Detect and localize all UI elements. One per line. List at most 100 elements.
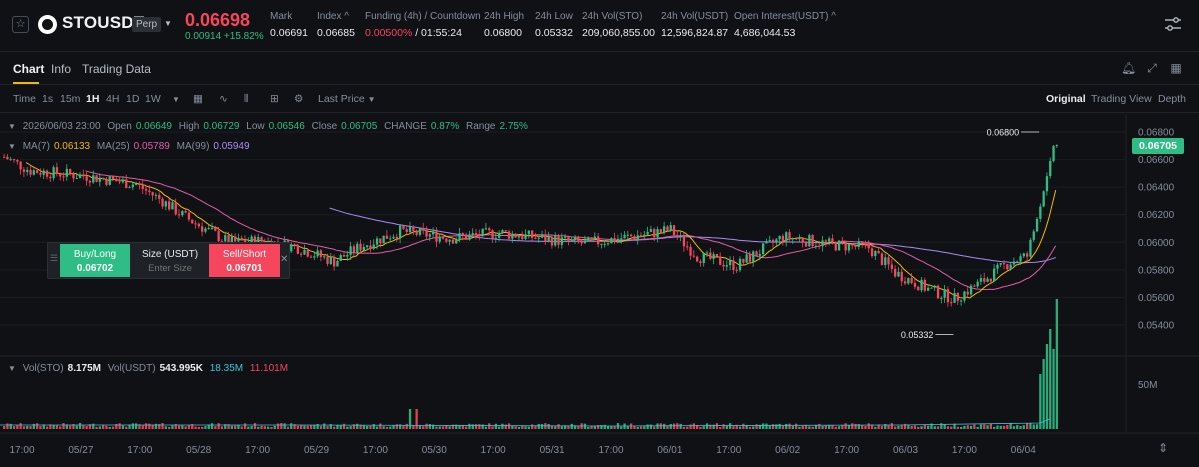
volume-bar (42, 424, 45, 429)
high-label: High (178, 121, 200, 132)
volume-bar (260, 425, 263, 429)
candle-body (425, 230, 428, 237)
x-tick-label: 05/27 (68, 445, 93, 456)
volume-bar (39, 426, 42, 429)
tab-trading-data[interactable]: Trading Data (82, 62, 151, 76)
chevron-down-icon[interactable]: ▼ (8, 364, 16, 373)
indicator-icon[interactable]: ∿ (219, 93, 228, 105)
candle-body (795, 238, 798, 240)
volume-bar (729, 423, 732, 429)
candle-body (900, 271, 903, 282)
candle-body (699, 261, 702, 263)
sell-price: 0.06701 (226, 263, 263, 274)
volume-bar (263, 426, 266, 429)
settings-sliders-icon[interactable] (1163, 16, 1183, 32)
volume-bar (547, 423, 550, 429)
volume-bar (207, 424, 210, 429)
interval-4h[interactable]: 4H (106, 93, 120, 105)
funding-countdown: / 01:55:24 (412, 27, 462, 39)
interval-dropdown-icon[interactable]: ▼ (172, 95, 180, 104)
volume-bar (55, 425, 59, 429)
volume-bar (946, 426, 950, 429)
chevron-down-icon[interactable]: ▼ (8, 142, 16, 151)
stat-index[interactable]: Index ^ 0.06685 (317, 11, 355, 39)
stat-mark: Mark 0.06691 (270, 11, 308, 39)
volume-bar (372, 424, 375, 429)
candle-body (851, 244, 854, 246)
chevron-down-icon[interactable]: ▼ (8, 122, 16, 131)
volume-bar (214, 426, 217, 429)
candle-body (177, 214, 181, 216)
volume-bar (280, 423, 283, 429)
volume-bar (9, 423, 12, 429)
candle-body (181, 211, 184, 216)
candle-body (78, 174, 82, 179)
candle-body (814, 245, 818, 247)
x-tick-label: 05/31 (540, 445, 565, 456)
interval-1w[interactable]: 1W (145, 93, 161, 105)
size-input[interactable] (135, 263, 205, 274)
volume-bar (930, 423, 933, 429)
buy-long-button[interactable]: Buy/Long 0.06702 (60, 244, 130, 277)
volume-bar (534, 426, 537, 429)
volume-bar (666, 425, 669, 429)
volume-bar (181, 425, 184, 429)
candle-body (432, 231, 435, 235)
volume-bar (811, 426, 814, 429)
candle-body (890, 264, 893, 269)
x-tick-label: 17:00 (9, 445, 34, 456)
volume-bar (273, 425, 276, 429)
view-depth[interactable]: Depth (1158, 93, 1187, 105)
volume-bar (933, 426, 936, 429)
price-type-select[interactable]: Last Price ▼ (318, 93, 376, 105)
volume-bar (587, 426, 590, 429)
candle-body (646, 231, 649, 235)
bell-icon[interactable]: 🔔︎ (1121, 61, 1137, 75)
volume-bar (554, 426, 557, 429)
interval-1h[interactable]: 1H (86, 93, 100, 105)
chart-type-icon[interactable]: ⫴ (244, 93, 249, 105)
view-trading-view[interactable]: Trading View (1091, 93, 1152, 105)
candle-body (128, 187, 131, 189)
close-icon[interactable]: ✕ (280, 254, 289, 265)
interval-1s[interactable]: 1s (42, 93, 54, 105)
volume-bar (220, 426, 224, 429)
sell-short-button[interactable]: Sell/Short 0.06701 (209, 244, 280, 277)
symbol-name[interactable]: STOUSDT (62, 13, 145, 32)
expand-icon[interactable]: ⤢ (1147, 61, 1157, 75)
candle-body (564, 236, 567, 238)
settings-icon[interactable]: ⚙ (294, 93, 304, 105)
candle-body (834, 242, 837, 251)
volume-bar (1039, 374, 1042, 429)
stat-open-interest[interactable]: Open Interest(USDT) ^ 4,686,044.53 (734, 11, 836, 39)
interval-15m[interactable]: 15m (60, 93, 81, 105)
volume-bar (283, 423, 286, 429)
price-chart[interactable]: 0.06800 0.06600 0.06400 0.06200 0.06000 0.058… (0, 114, 1199, 467)
drag-handle-icon[interactable]: ☰ (50, 253, 59, 263)
favorite-star-icon[interactable]: ☆ (12, 16, 29, 33)
candle-body (818, 245, 821, 247)
candle-body (1035, 218, 1039, 232)
layout-icon[interactable]: ⊞ (270, 93, 279, 105)
tab-info[interactable]: Info (51, 62, 72, 76)
candle-body (692, 255, 695, 257)
change-label: CHANGE (384, 121, 427, 132)
interval-1d[interactable]: 1D (126, 93, 140, 105)
volume-bar (768, 426, 771, 429)
volume-bar (669, 423, 672, 429)
interval-time[interactable]: Time (13, 93, 36, 105)
chevron-down-icon[interactable]: ▼ (164, 19, 172, 28)
volume-bar (329, 424, 332, 429)
volume-bar (785, 423, 788, 429)
candle-body (474, 233, 478, 235)
candle-body (428, 234, 431, 237)
volume-bar (1002, 425, 1006, 429)
volume-bar (194, 426, 197, 429)
grid-icon[interactable]: ▦ (1170, 61, 1182, 75)
calendar-icon[interactable]: ▦ (193, 93, 203, 105)
view-original[interactable]: Original (1046, 93, 1086, 105)
volume-bar (1012, 426, 1016, 429)
volume-bar (979, 424, 983, 429)
candle-body (220, 241, 224, 243)
tab-chart[interactable]: Chart (13, 62, 45, 76)
